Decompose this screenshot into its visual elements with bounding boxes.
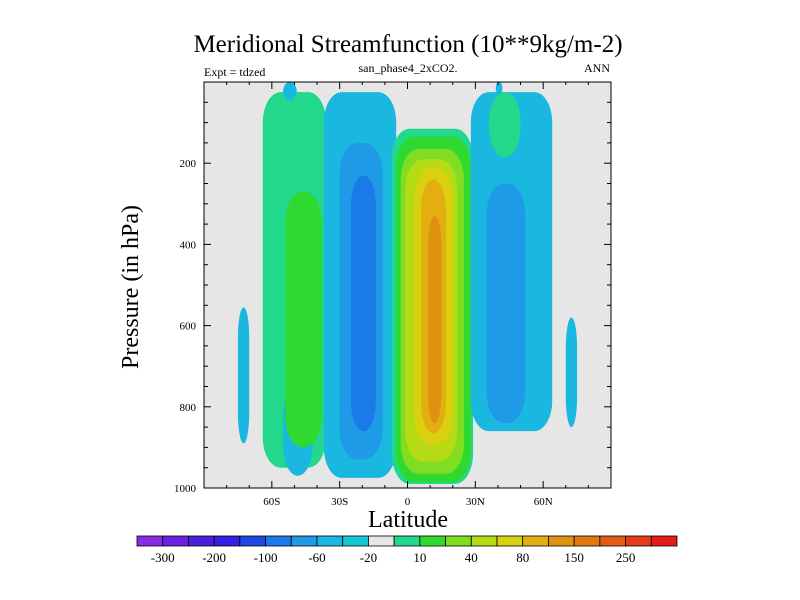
period-annotation: ANN (584, 61, 610, 75)
colorbar-box-15 (496, 535, 524, 547)
y-axis-title: Pressure (in hPa) (118, 205, 144, 369)
colorbar-box-9 (342, 535, 369, 547)
y-tick-label: 200 (180, 158, 197, 170)
chart-title: Meridional Streamfunction (10**9kg/m-2) (193, 31, 622, 58)
colorbar-box-5 (239, 535, 266, 547)
colorbar-box-7 (290, 535, 318, 547)
colorbar-label: -100 (254, 550, 278, 565)
colorbar-box-21 (650, 535, 678, 547)
colorbar-box-3 (188, 535, 215, 547)
colorbar-box-16 (522, 535, 549, 547)
colorbar-box-20 (625, 535, 652, 547)
run-annotation: san_phase4_2xCO2. (359, 61, 458, 75)
colorbar-label: -200 (202, 550, 226, 565)
colorbar-box-1 (136, 535, 164, 547)
colorbar: -300 -200 -100 -60 -20 10 40 80 150 250 (136, 535, 678, 565)
y-tick-label: 1000 (174, 483, 197, 495)
colorbar-label: 150 (564, 550, 584, 565)
colorbar-label: -300 (151, 550, 175, 565)
x-tick-label: 30S (331, 496, 348, 508)
colorbar-box-6 (265, 535, 292, 547)
axis-ticks: 60S 30S 0 30N 60N 200 400 600 800 1000 (174, 82, 611, 508)
colorbar-box-11 (393, 535, 421, 547)
x-tick-label: 60S (263, 496, 280, 508)
contour-region-17 (237, 307, 250, 444)
experiment-annotation: Expt = tdzed (204, 65, 265, 79)
contour-region-18 (565, 317, 578, 428)
contour-regions (237, 82, 578, 484)
y-tick-label: 400 (180, 239, 197, 251)
contour-region-15 (486, 183, 526, 424)
colorbar-label: -20 (360, 550, 377, 565)
x-tick-label: 0 (405, 496, 411, 508)
colorbar-box-13 (445, 535, 472, 547)
colorbar-box-19 (599, 535, 626, 547)
colorbar-label: -60 (308, 550, 325, 565)
y-tick-label: 600 (180, 321, 197, 333)
colorbar-label: 40 (465, 550, 478, 565)
colorbar-box-12 (419, 535, 446, 547)
colorbar-box-10 (368, 535, 395, 547)
contour-region-19 (283, 82, 297, 101)
contour-region-6 (350, 175, 376, 432)
y-tick-label: 800 (180, 402, 197, 414)
contour-plot: 60S 30S 0 30N 60N 200 400 600 800 1000 (174, 81, 612, 508)
colorbar-label: 250 (616, 550, 636, 565)
colorbar-box-17 (548, 535, 575, 547)
colorbar-box-18 (573, 535, 601, 547)
colorbar-box-8 (316, 535, 344, 547)
colorbar-box-2 (162, 535, 189, 547)
x-axis-title: Latitude (368, 507, 448, 533)
colorbar-label: 10 (413, 550, 426, 565)
contour-region-20 (495, 82, 503, 95)
contour-region-13 (427, 215, 442, 424)
colorbar-label: 80 (516, 550, 529, 565)
contour-region-3 (285, 191, 322, 448)
x-tick-label: 60N (534, 496, 553, 508)
contour-region-16 (488, 92, 521, 158)
colorbar-box-4 (213, 535, 241, 547)
x-tick-label: 30N (466, 496, 485, 508)
colorbar-box-14 (470, 535, 498, 547)
